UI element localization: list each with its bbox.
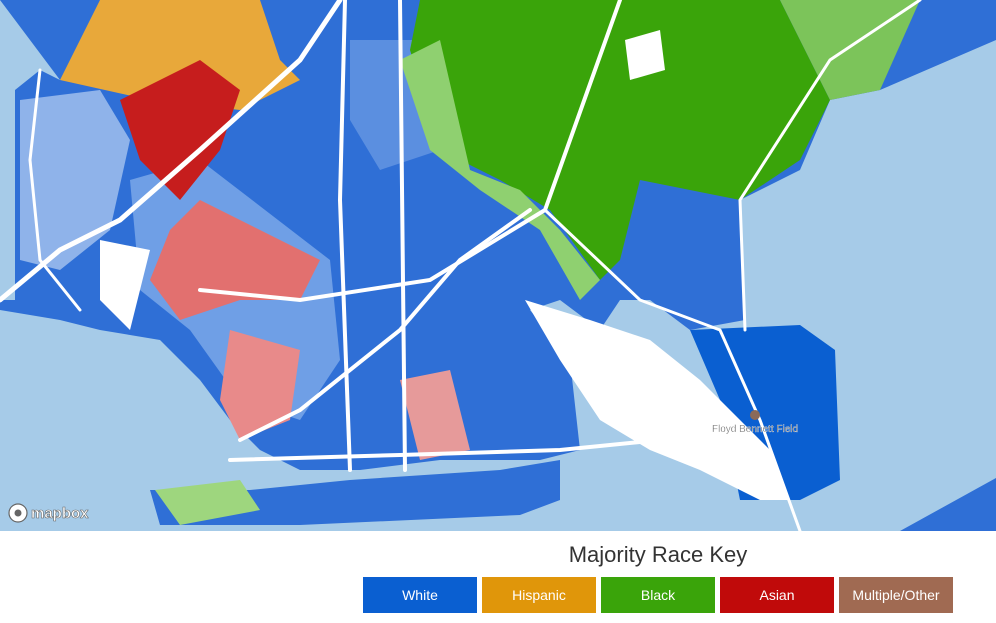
land-black-majority bbox=[410, 0, 830, 280]
land-mixed-patch bbox=[400, 370, 470, 460]
road bbox=[398, 0, 407, 472]
land-light-red bbox=[220, 330, 300, 440]
road bbox=[198, 0, 622, 303]
land-east bbox=[900, 478, 996, 531]
land-pale-blue bbox=[20, 90, 130, 270]
land-light-green bbox=[155, 480, 260, 525]
legend: White Hispanic Black Asian Multiple/Other bbox=[363, 577, 953, 613]
place-icon bbox=[750, 410, 760, 420]
legend-key: Asian bbox=[720, 577, 834, 613]
park-area bbox=[525, 300, 790, 500]
land-light-red bbox=[150, 200, 320, 320]
road bbox=[337, 0, 352, 472]
land-asian-majority bbox=[120, 60, 240, 200]
road bbox=[238, 208, 532, 442]
land-white-patch bbox=[625, 30, 665, 80]
attribution: mapbox bbox=[31, 505, 89, 522]
road bbox=[28, 68, 82, 312]
road bbox=[738, 0, 922, 332]
land-white-patch bbox=[100, 240, 150, 330]
map[interactable]: Floyd Bennett Field mapbox bbox=[0, 0, 996, 531]
place-label: Floyd Bennett Field bbox=[712, 424, 798, 435]
legend-key: Black bbox=[601, 577, 715, 613]
legend-key: Hispanic bbox=[482, 577, 596, 613]
road bbox=[0, 0, 343, 303]
road bbox=[228, 438, 662, 462]
logo-icon-dot bbox=[14, 509, 22, 517]
legend-key: White bbox=[363, 577, 477, 613]
floyd-bennett-land bbox=[690, 325, 840, 500]
road bbox=[543, 208, 802, 531]
legend-key: Multiple/Other bbox=[839, 577, 953, 613]
land-hispanic-majority bbox=[60, 0, 300, 110]
legend-title: Majority Race Key bbox=[568, 542, 748, 567]
mapbox-logo[interactable]: mapbox bbox=[8, 503, 89, 523]
land-light-green bbox=[400, 40, 620, 300]
